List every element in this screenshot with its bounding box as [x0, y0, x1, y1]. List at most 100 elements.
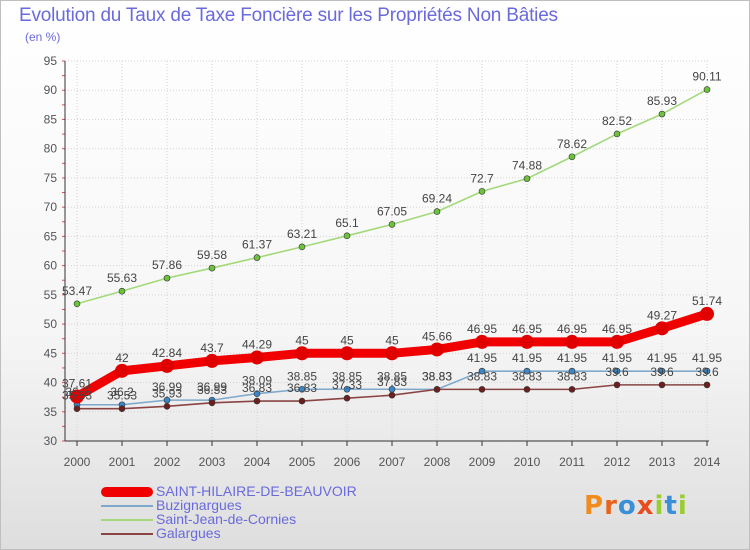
data-label: 67.05	[377, 204, 407, 218]
data-point	[478, 386, 486, 393]
data-label: 38.83	[467, 369, 497, 383]
y-tick-label: 65	[44, 229, 58, 243]
legend-label: Galargues	[156, 525, 221, 541]
data-label: 53.47	[62, 284, 92, 298]
data-label: 39.6	[695, 365, 719, 379]
data-label: 38.85	[332, 369, 362, 383]
data-label: 38.85	[377, 369, 407, 383]
logo-letter: P	[584, 491, 605, 521]
legend-label: SAINT-HILAIRE-DE-BEAUVOIR	[156, 483, 357, 499]
data-label: 45.66	[422, 329, 452, 343]
y-tick-label: 50	[44, 317, 58, 331]
y-tick-label: 30	[44, 434, 58, 448]
logo-letter: i	[677, 491, 688, 521]
data-point	[253, 397, 261, 405]
y-tick-label: 55	[44, 288, 58, 302]
data-label: 39.6	[605, 365, 629, 379]
data-point	[118, 287, 126, 295]
data-point	[565, 334, 579, 349]
x-tick-label: 2006	[334, 455, 361, 469]
data-point	[433, 386, 441, 393]
data-point	[613, 367, 621, 375]
data-point	[298, 385, 306, 393]
x-tick-label: 2005	[289, 455, 316, 469]
x-tick-label: 2004	[244, 455, 271, 469]
x-tick-label: 2000	[64, 455, 91, 469]
data-label: 38.83	[422, 369, 452, 383]
data-point	[523, 367, 531, 375]
data-label: 45	[295, 333, 309, 347]
unit-label: (en %)	[25, 30, 61, 44]
data-point	[340, 346, 354, 361]
x-tick-label: 2003	[199, 455, 226, 469]
data-point	[160, 358, 174, 373]
y-tick-label: 75	[44, 171, 58, 185]
data-point	[388, 221, 396, 228]
data-point	[523, 175, 531, 182]
data-point	[703, 367, 711, 375]
data-point	[163, 403, 171, 410]
data-label: 45	[340, 333, 354, 347]
data-point	[298, 397, 306, 405]
logo-letter: x	[636, 491, 655, 521]
data-point	[388, 391, 396, 399]
data-point	[250, 350, 264, 365]
x-tick-label: 2007	[379, 455, 406, 469]
data-point	[610, 334, 624, 349]
data-point	[115, 363, 129, 378]
data-label: 35.53	[62, 389, 92, 403]
data-label: 57.86	[152, 258, 182, 272]
legend-swatch	[101, 519, 153, 521]
data-label: 37.83	[377, 375, 407, 389]
data-point	[208, 264, 216, 272]
legend-swatch	[101, 533, 153, 535]
series-saint-jean-de-cornies	[73, 86, 711, 308]
data-point	[658, 381, 666, 389]
data-label: 43.7	[200, 341, 224, 355]
data-label: 36.99	[152, 380, 182, 394]
data-label: 63.21	[287, 227, 317, 241]
data-label: 55.63	[107, 271, 137, 285]
data-point	[613, 130, 621, 138]
x-tick-label: 2002	[154, 455, 181, 469]
data-point	[70, 389, 84, 404]
data-label: 37.33	[332, 378, 362, 392]
data-label: 44.29	[242, 337, 272, 351]
data-point	[613, 381, 621, 389]
data-point	[658, 110, 666, 118]
data-label: 36.53	[197, 383, 227, 397]
data-point	[73, 405, 81, 412]
data-label: 46.95	[512, 322, 542, 336]
data-label: 36.99	[197, 380, 227, 394]
data-point	[208, 399, 216, 407]
data-point	[430, 342, 444, 357]
data-point	[478, 367, 486, 375]
data-label: 39.6	[650, 365, 674, 379]
legend-label: Saint-Jean-de-Cornies	[156, 511, 297, 527]
y-tick-label: 40	[44, 376, 58, 390]
data-point	[568, 367, 576, 375]
y-tick-label: 80	[44, 142, 58, 156]
data-label: 59.58	[197, 248, 227, 262]
data-label: 35.53	[107, 389, 137, 403]
data-point	[343, 394, 351, 402]
data-label: 38.83	[557, 369, 587, 383]
data-label: 69.24	[422, 192, 452, 206]
x-tick-label: 2012	[604, 455, 631, 469]
data-label: 82.52	[602, 114, 632, 128]
data-label: 90.11	[692, 70, 721, 84]
data-label: 38.83	[422, 369, 452, 383]
data-point	[343, 232, 351, 240]
x-tick-label: 2001	[109, 455, 136, 469]
data-point	[700, 306, 714, 321]
data-label: 37.61	[62, 377, 92, 391]
x-tick-label: 2008	[424, 455, 451, 469]
data-label: 36.83	[287, 381, 317, 395]
y-tick-label: 35	[44, 405, 58, 419]
data-label: 41.95	[602, 351, 632, 365]
data-point	[655, 321, 669, 336]
data-label: 38.09	[242, 374, 272, 388]
logo-letter: o	[617, 491, 637, 521]
data-point	[568, 386, 576, 393]
